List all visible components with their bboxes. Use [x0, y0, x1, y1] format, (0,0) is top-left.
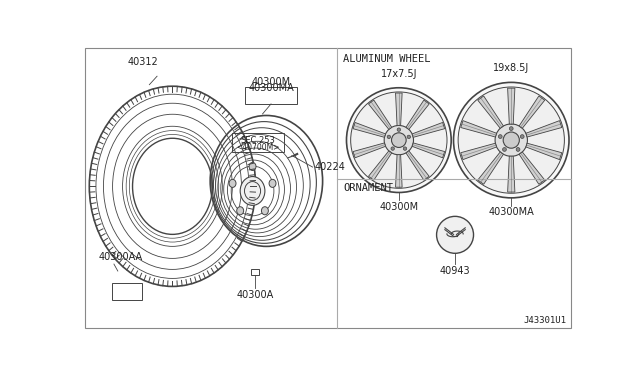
- Text: ORNAMENT: ORNAMENT: [344, 183, 394, 193]
- Polygon shape: [369, 151, 392, 180]
- Bar: [245, 87, 297, 104]
- Polygon shape: [508, 156, 515, 192]
- Ellipse shape: [351, 92, 447, 188]
- Text: 40312: 40312: [128, 57, 159, 67]
- Ellipse shape: [509, 127, 513, 131]
- Polygon shape: [396, 93, 402, 126]
- Polygon shape: [478, 96, 504, 128]
- Ellipse shape: [503, 132, 519, 148]
- Polygon shape: [526, 143, 562, 160]
- Polygon shape: [526, 121, 562, 137]
- Text: 40224: 40224: [314, 162, 345, 172]
- Polygon shape: [396, 155, 402, 187]
- Text: 40300MA: 40300MA: [248, 83, 294, 93]
- Ellipse shape: [346, 88, 451, 192]
- Polygon shape: [412, 143, 445, 158]
- Ellipse shape: [454, 82, 569, 198]
- Text: <40700M>: <40700M>: [236, 143, 280, 152]
- Polygon shape: [369, 100, 392, 129]
- Polygon shape: [508, 88, 515, 124]
- Ellipse shape: [249, 163, 256, 170]
- Bar: [232, 133, 284, 153]
- Polygon shape: [406, 151, 429, 180]
- Polygon shape: [412, 122, 445, 137]
- Ellipse shape: [502, 148, 506, 151]
- Ellipse shape: [240, 177, 265, 205]
- Ellipse shape: [397, 128, 401, 131]
- Ellipse shape: [403, 147, 406, 150]
- Text: 19x8.5J: 19x8.5J: [493, 63, 529, 73]
- Ellipse shape: [495, 124, 527, 156]
- Polygon shape: [406, 100, 429, 129]
- Polygon shape: [353, 143, 385, 158]
- Ellipse shape: [499, 135, 502, 138]
- Text: 40300A: 40300A: [236, 289, 273, 299]
- Text: SEC.253: SEC.253: [241, 136, 275, 145]
- Text: 40943: 40943: [440, 266, 470, 276]
- Ellipse shape: [261, 207, 268, 215]
- Text: 40300MA: 40300MA: [488, 207, 534, 217]
- Text: J43301U1: J43301U1: [524, 316, 566, 325]
- Ellipse shape: [391, 147, 394, 150]
- Polygon shape: [519, 96, 545, 128]
- Ellipse shape: [458, 87, 564, 193]
- Polygon shape: [478, 152, 504, 184]
- Bar: [113, 283, 141, 300]
- Polygon shape: [461, 121, 497, 137]
- Text: 40300M: 40300M: [252, 77, 291, 87]
- Polygon shape: [519, 152, 545, 184]
- Text: 17x7.5J: 17x7.5J: [381, 68, 417, 78]
- Bar: [251, 269, 259, 275]
- Ellipse shape: [237, 207, 244, 215]
- Ellipse shape: [392, 133, 406, 147]
- Text: 40300M: 40300M: [380, 202, 419, 212]
- Ellipse shape: [516, 148, 520, 151]
- Ellipse shape: [384, 125, 413, 155]
- Ellipse shape: [520, 135, 524, 138]
- Ellipse shape: [269, 179, 276, 187]
- Ellipse shape: [387, 135, 390, 139]
- Ellipse shape: [436, 217, 474, 253]
- Polygon shape: [461, 143, 497, 160]
- Ellipse shape: [229, 179, 236, 187]
- Text: 40300AA: 40300AA: [99, 252, 143, 262]
- Polygon shape: [353, 122, 385, 137]
- Ellipse shape: [407, 135, 410, 139]
- Text: ALUMINUM WHEEL: ALUMINUM WHEEL: [344, 54, 431, 64]
